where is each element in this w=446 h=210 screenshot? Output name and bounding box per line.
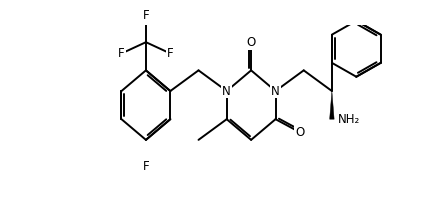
- Text: F: F: [143, 160, 149, 173]
- Text: N: N: [222, 84, 231, 97]
- Text: O: O: [295, 126, 305, 139]
- Text: NH₂: NH₂: [338, 113, 360, 126]
- Text: N: N: [271, 84, 280, 97]
- Text: F: F: [118, 47, 125, 60]
- Text: O: O: [247, 36, 256, 49]
- Polygon shape: [330, 91, 334, 119]
- Text: F: F: [143, 9, 149, 22]
- Text: F: F: [167, 47, 173, 60]
